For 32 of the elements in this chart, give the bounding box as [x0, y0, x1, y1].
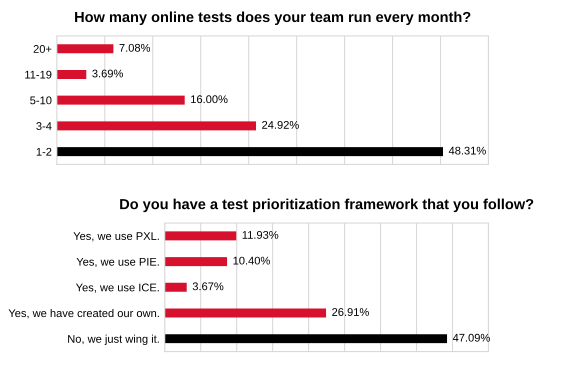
bar — [164, 282, 187, 292]
y-tick-label: 5-10 — [30, 96, 52, 104]
data-label: 16.00% — [191, 95, 228, 104]
data-label: 10.40% — [233, 256, 270, 265]
y-tick-label: Yes, we use PIE. — [76, 258, 159, 268]
bar — [56, 121, 256, 130]
data-label: 26.91% — [332, 308, 369, 316]
bar — [56, 70, 86, 79]
y-tick-label: Yes, we use PXL. — [73, 232, 159, 242]
data-label: 7.08% — [120, 44, 150, 52]
data-label: 47.09% — [452, 334, 490, 342]
chart-title: Do you have a test prioritization framework that you follow? — [120, 198, 534, 212]
y-tick-label: 1-2 — [36, 148, 52, 156]
data-label: 3.67% — [192, 282, 224, 290]
bar — [56, 44, 114, 54]
y-tick-label: 11-19 — [25, 70, 52, 79]
data-label: 3.69% — [92, 70, 123, 78]
y-tick-label: 3-4 — [36, 122, 52, 130]
y-tick-label: 20+ — [34, 45, 52, 53]
y-tick-label: Yes, we use ICE. — [76, 284, 159, 293]
bar — [56, 147, 443, 156]
bar — [164, 257, 228, 266]
bar — [164, 231, 236, 240]
bar — [164, 334, 448, 344]
data-label: 11.93% — [242, 230, 278, 239]
y-tick-label: No, we just wing it. — [68, 334, 159, 346]
data-label: 24.92% — [262, 120, 299, 129]
data-label: 48.31% — [448, 146, 486, 155]
bar — [56, 96, 185, 105]
bar — [164, 308, 326, 318]
y-tick-label: Yes, we have created our own. — [8, 308, 159, 318]
chart-title: How many online tests does your team run every month? — [75, 11, 470, 26]
